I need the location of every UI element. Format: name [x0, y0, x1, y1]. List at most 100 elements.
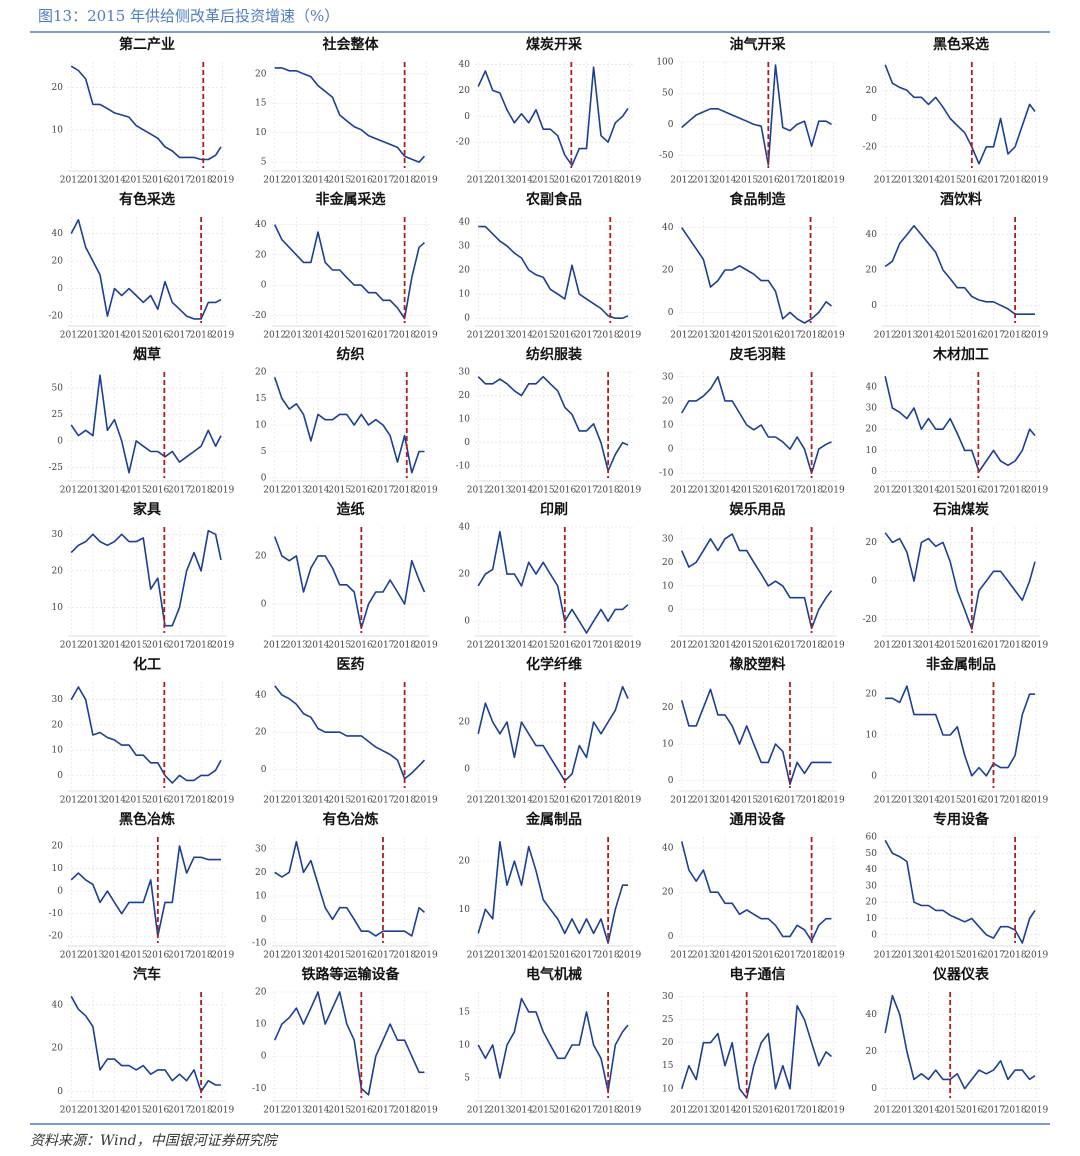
x-tick-label: 2017 — [779, 641, 802, 651]
y-tick-label: 0 — [668, 932, 674, 942]
y-tick-label: 40 — [52, 229, 64, 239]
y-tick-label: -20 — [49, 312, 64, 322]
x-tick-label: 2019 — [211, 331, 234, 341]
x-tick-label: 2012 — [874, 331, 897, 341]
y-tick-label: -10 — [252, 939, 267, 949]
x-tick-label: 2017 — [779, 486, 802, 496]
panel: 橡胶塑料 0 10 20 2012201320142015201620172018201… — [662, 656, 845, 806]
y-tick-label: 0 — [464, 112, 470, 122]
panel: 专用设备010203040506020122013201420152016201… — [866, 811, 1049, 961]
x-tick-label: 2012 — [467, 331, 490, 341]
data-line — [477, 685, 629, 782]
y-tick-label: 0 — [668, 308, 674, 318]
x-tick-label: 2016 — [146, 796, 169, 806]
panel-title: 化工 — [133, 656, 161, 673]
panel: 化工 0 10 20 30 2012201320142015201620172018201… — [52, 656, 235, 806]
x-tick-label: 2019 — [211, 176, 234, 186]
data-line — [884, 376, 1036, 473]
panel: 农副食品010203040201220132014201520162017201… — [459, 191, 642, 341]
y-tick-label: 40 — [866, 1010, 878, 1020]
x-tick-label: 2019 — [1025, 796, 1048, 806]
x-tick-label: 2015 — [939, 486, 962, 496]
y-tick-label: 0 — [668, 776, 674, 786]
x-tick-label: 2019 — [618, 796, 641, 806]
panel: 通用设备 0 20 40 2012201320142015201620172018201… — [662, 811, 845, 961]
x-tick-label: 2018 — [597, 1106, 620, 1116]
x-tick-label: 2015 — [328, 641, 351, 651]
x-tick-label: 2019 — [415, 176, 438, 186]
x-tick-label: 2016 — [350, 796, 373, 806]
y-tick-label: 40 — [662, 844, 674, 854]
data-line — [477, 997, 629, 1093]
y-tick-label: 30 — [662, 992, 674, 1002]
x-tick-label: 2017 — [372, 1106, 395, 1116]
x-tick-label: 2013 — [895, 486, 918, 496]
x-tick-label: 2015 — [735, 486, 758, 496]
x-tick-label: 2016 — [553, 1106, 576, 1116]
x-tick-label: 2013 — [81, 176, 104, 186]
y-tick-label: 10 — [866, 914, 878, 924]
x-tick-label: 2013 — [488, 486, 511, 496]
y-tick-label: 20 — [52, 842, 64, 852]
x-tick-label: 2015 — [328, 486, 351, 496]
y-tick-label: 30 — [866, 881, 878, 891]
panel: 有色冶炼-10010203020122013201420152016201720… — [252, 811, 438, 961]
x-tick-label: 2015 — [939, 951, 962, 961]
x-tick-label: 2019 — [1025, 176, 1048, 186]
x-tick-label: 2018 — [1004, 486, 1027, 496]
x-tick-label: 2019 — [415, 951, 438, 961]
y-tick-label: -10 — [49, 909, 64, 919]
x-tick-label: 2018 — [597, 641, 620, 651]
x-tick-label: 2018 — [597, 176, 620, 186]
x-tick-label: 2012 — [263, 486, 286, 496]
x-tick-label: 2019 — [618, 176, 641, 186]
x-tick-label: 2014 — [510, 1106, 533, 1116]
x-tick-label: 2015 — [532, 331, 555, 341]
x-tick-label: 2017 — [575, 641, 598, 651]
x-tick-label: 2015 — [939, 176, 962, 186]
x-tick-label: 2012 — [874, 486, 897, 496]
y-tick-label: -10 — [456, 462, 471, 472]
data-line — [273, 991, 425, 1096]
x-tick-label: 2017 — [372, 486, 395, 496]
x-tick-label: 2018 — [597, 331, 620, 341]
y-tick-label: 20 — [662, 558, 674, 568]
x-tick-label: 2015 — [735, 1106, 758, 1116]
x-tick-label: 2014 — [103, 486, 126, 496]
y-tick-label: 0 — [57, 436, 63, 446]
x-tick-label: 2018 — [393, 641, 416, 651]
x-tick-label: 2016 — [350, 641, 373, 651]
panel-title: 社会整体 — [322, 36, 380, 53]
x-tick-label: 2019 — [415, 1106, 438, 1116]
y-tick-label: 40 — [459, 523, 471, 533]
x-tick-label: 2017 — [575, 486, 598, 496]
x-tick-label: 2015 — [125, 1106, 148, 1116]
y-tick-label: 20 — [459, 266, 471, 276]
panel-title: 酒饮料 — [940, 191, 982, 208]
x-tick-label: 2012 — [467, 641, 490, 651]
panel-title: 娱乐用品 — [730, 501, 786, 518]
panel-title: 电子通信 — [730, 966, 786, 983]
y-tick-label: 10 — [459, 415, 471, 425]
y-tick-label: 0 — [261, 474, 267, 484]
y-tick-label: 20 — [866, 1047, 878, 1057]
x-tick-label: 2014 — [917, 1106, 940, 1116]
y-tick-label: 0 — [464, 438, 470, 448]
x-tick-label: 2013 — [285, 951, 308, 961]
x-tick-label: 2016 — [960, 176, 983, 186]
x-tick-label: 2017 — [982, 176, 1005, 186]
data-line — [70, 845, 221, 937]
y-tick-label: 30 — [866, 404, 878, 414]
x-tick-label: 2014 — [917, 176, 940, 186]
x-tick-label: 2012 — [263, 641, 286, 651]
x-tick-label: 2013 — [488, 331, 511, 341]
x-tick-label: 2012 — [263, 796, 286, 806]
x-tick-label: 2015 — [125, 331, 148, 341]
panel: 烟草 -25 0 25 50 201220132014201520162017201820… — [49, 346, 235, 496]
x-tick-label: 2017 — [168, 176, 191, 186]
x-tick-label: 2016 — [757, 176, 780, 186]
x-tick-label: 2014 — [103, 641, 126, 651]
x-tick-label: 2012 — [60, 796, 83, 806]
x-tick-label: 2014 — [510, 641, 533, 651]
